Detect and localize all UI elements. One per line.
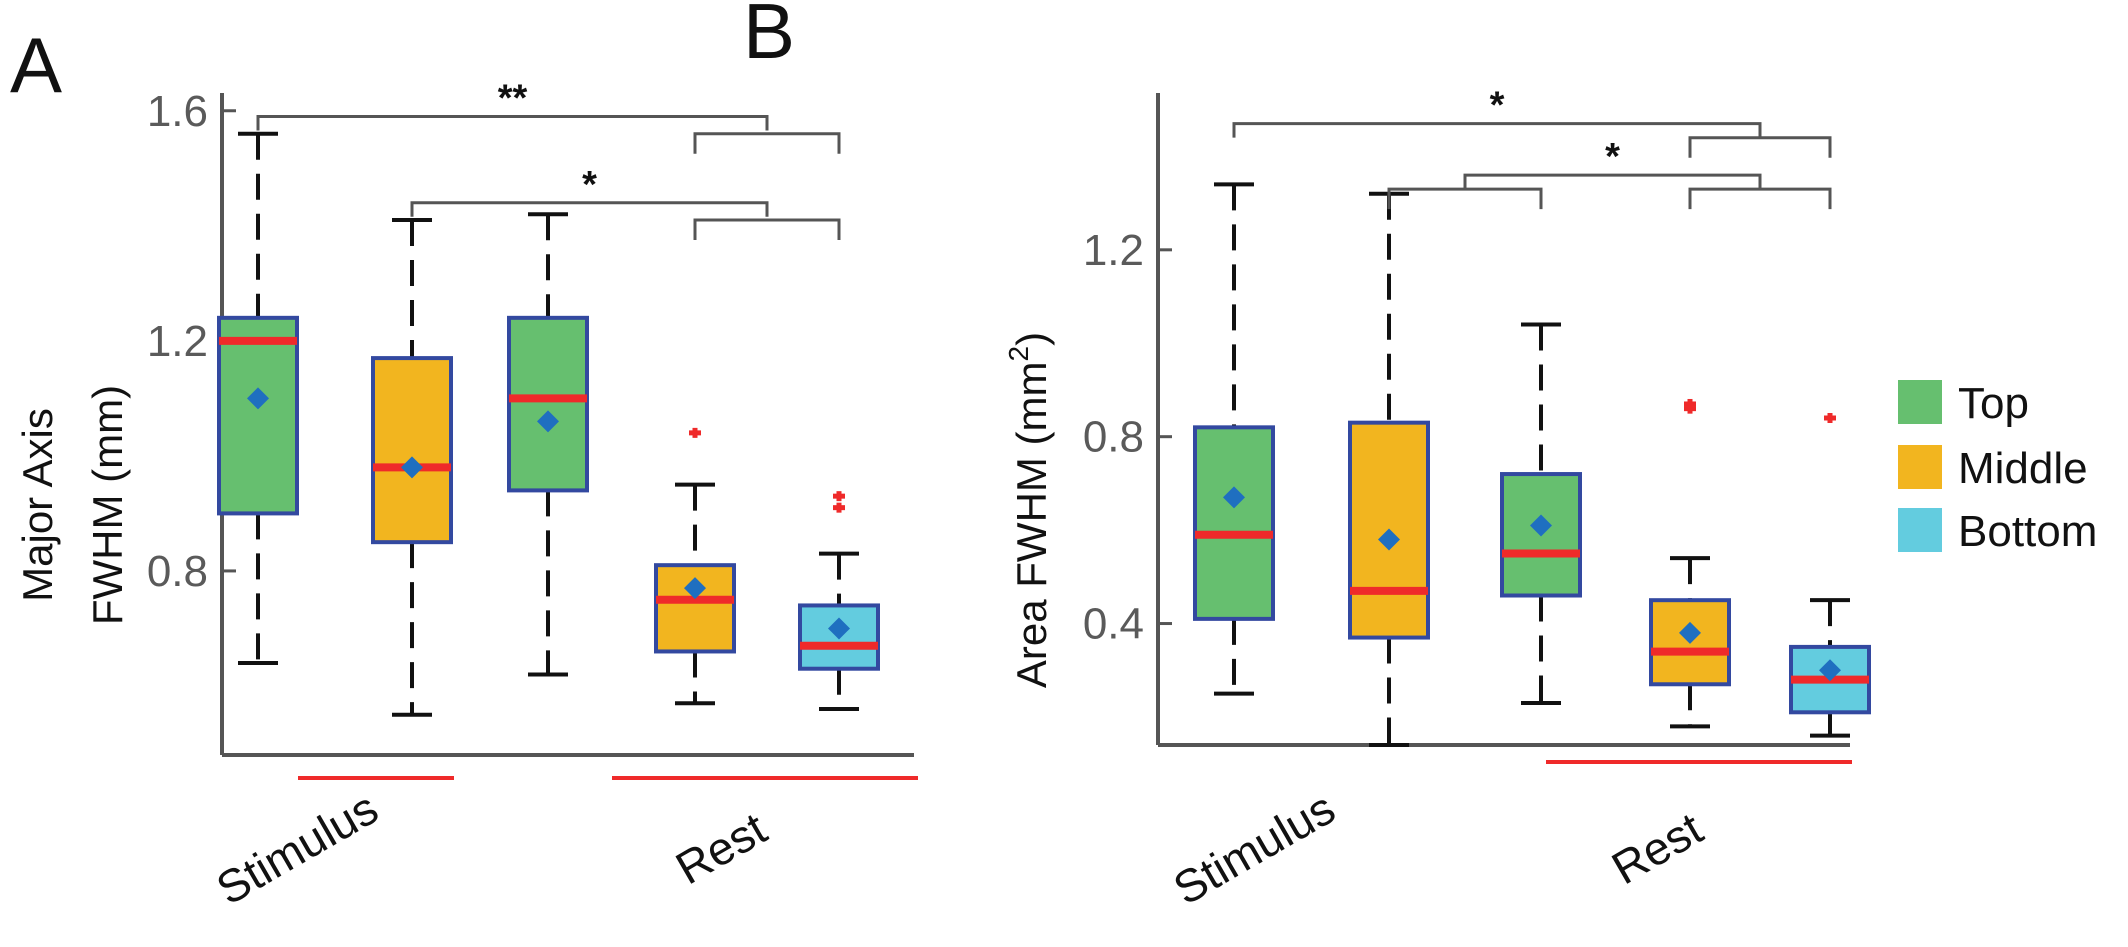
panel-b-ytick-label: 1.2 (1083, 226, 1144, 275)
panel-b-ytick-label: 0.8 (1083, 413, 1144, 462)
panel-a: A Major Axis FWHM (mm) 0.81.21.6 ***Stimu… (10, 21, 918, 915)
panel-a-mean-marker (684, 577, 706, 600)
panel-b-mean-marker (1378, 528, 1400, 551)
panel-a-sig-bracket (256, 115, 769, 131)
panel-a-box-top (507, 315, 589, 493)
panel-a-ytick-label: 0.8 (147, 547, 208, 596)
panel-a-group-label-stimulus: Stimulus (208, 782, 387, 915)
panel-b-ytick-label: 0.4 (1083, 600, 1144, 649)
panel-b-group-label-rest: Rest (1603, 802, 1711, 894)
panel-a-ylabel-line1: Major Axis (14, 408, 61, 602)
legend-swatch-bottom (1898, 508, 1942, 552)
legend: Top Middle Bottom (1898, 379, 2097, 556)
legend-swatch-middle (1898, 445, 1942, 489)
panel-b-sig-label: * (1605, 136, 1620, 178)
panel-b-sig-bracket (1232, 122, 1762, 138)
panel-a-sig-sub-bracket (693, 218, 841, 241)
panel-a-letter: A (10, 21, 62, 109)
panel-b-sig-bracket (1463, 173, 1762, 190)
panel-a-sig-label: * (582, 164, 597, 206)
panel-b-sig-sub-bracket (1387, 187, 1543, 210)
panel-b-box-top (1193, 425, 1275, 621)
panel-b-plot: 0.4 0.8 1.2 * * Stimulus Rest (1083, 85, 1871, 915)
legend-label-top: Top (1958, 379, 2029, 428)
panel-a-sig-label: ** (498, 78, 528, 120)
panel-a-box-middle (371, 356, 453, 545)
panel-a-mean-marker (247, 387, 269, 410)
panel-a-mean-marker (828, 617, 850, 640)
panel-b-mean-marker (1223, 486, 1245, 509)
panel-b-mean-marker (1819, 659, 1841, 682)
panel-a-sig-bracket (410, 201, 769, 217)
legend-label-bottom: Bottom (1958, 507, 2097, 556)
panel-b-sig-sub-bracket (1688, 136, 1832, 158)
panel-b-sig-sub-bracket (1688, 187, 1832, 210)
panel-a-ytick-label: 1.6 (147, 87, 208, 136)
panel-a-plot: 0.81.21.6 ***Stimulus Rest (147, 78, 918, 915)
panel-b-group-label-stimulus: Stimulus (1165, 782, 1344, 915)
panel-b-mean-marker (1530, 514, 1552, 537)
panel-a-sig-sub-bracket (693, 132, 841, 154)
panel-b-letter: B (743, 0, 795, 75)
panel-b-mean-marker (1679, 621, 1701, 644)
legend-label-middle: Middle (1958, 444, 2088, 493)
panel-a-mean-marker (537, 410, 559, 433)
panel-b-sig-label: * (1490, 85, 1505, 127)
panel-a-ytick-label: 1.2 (147, 317, 208, 366)
panel-a-box-top (217, 315, 299, 516)
panel-a-ylabel-line2: FWHM (mm) (84, 385, 131, 625)
panel-a-ylabel: Major Axis FWHM (mm) (14, 385, 131, 625)
legend-swatch-top (1898, 380, 1942, 424)
panel-a-group-label-rest: Rest (667, 802, 775, 894)
panel-a-mean-marker (401, 456, 423, 479)
panel-b-ylabel: Area FWHM (mm2) (1003, 332, 1055, 688)
